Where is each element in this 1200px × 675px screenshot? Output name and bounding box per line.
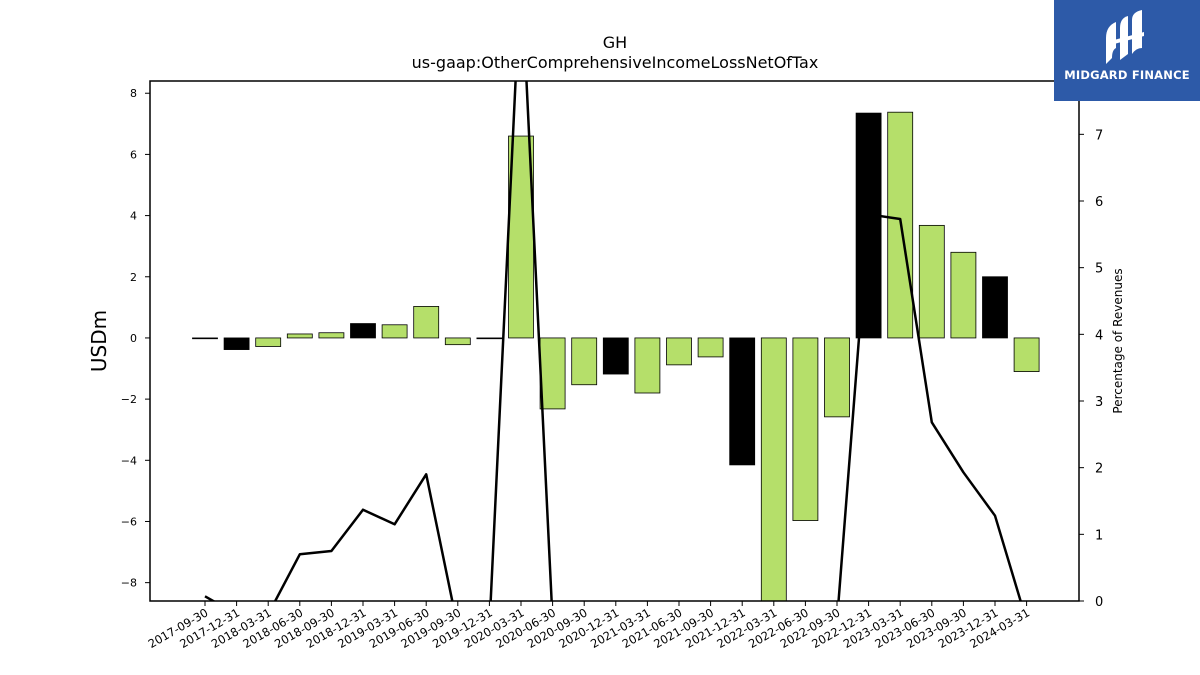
bar-2019-09-30	[444, 337, 471, 346]
y-tick-label: 2	[130, 271, 137, 284]
y-tick-label: 4	[130, 210, 137, 223]
y-tick-label: 8	[130, 87, 137, 100]
chart-subtitle: us-gaap:OtherComprehensiveIncomeLossNetO…	[412, 53, 819, 72]
midgard-finance-logo: MIDGARD FINANCE	[1054, 0, 1200, 101]
y2-tick-label: 2	[1095, 462, 1103, 477]
bar-2017-12-31	[223, 337, 250, 350]
bar-2023-12-31	[982, 276, 1008, 339]
line-group	[204, 81, 1022, 601]
y2-tick-label: 3	[1095, 395, 1103, 410]
bar-2020-03-31	[508, 135, 534, 339]
bar-2023-09-30	[950, 251, 977, 339]
bar-2021-03-31	[634, 337, 661, 394]
y-tick-label: −8	[121, 577, 137, 590]
y-tick-label: 0	[130, 332, 137, 345]
bar-2018-03-31	[255, 337, 282, 347]
bar-2022-09-30	[824, 337, 850, 418]
y2-tick-label: 1	[1095, 528, 1103, 543]
bar-2024-03-31	[1013, 337, 1040, 372]
y2-axis: 0 1 2 3 4 5 6 7	[1079, 128, 1103, 610]
y-tick-label: 6	[130, 148, 137, 161]
bar-2019-06-30	[413, 306, 440, 339]
y2-tick-label: 7	[1095, 128, 1103, 143]
bars-group	[192, 111, 1040, 601]
bar-2019-03-31	[381, 324, 408, 339]
x-axis: 2017-09-302017-12-312018-03-312018-06-30…	[146, 601, 1032, 651]
line-series	[204, 81, 1022, 601]
midgard-logo-icon	[1106, 10, 1144, 64]
bar-2021-09-30	[697, 337, 724, 358]
bar-2021-12-31	[729, 337, 756, 466]
plot-frame	[149, 80, 1080, 602]
bar-2018-12-31	[350, 323, 376, 339]
y-tick-label: −4	[121, 454, 137, 467]
y-axis: −8 −6 −4 −2 0 2 4 6 8	[121, 87, 150, 590]
bar-2021-06-30	[666, 337, 692, 366]
bar-2020-06-30	[539, 337, 566, 410]
y-tick-label: −6	[121, 515, 137, 528]
y-tick-label: −2	[121, 393, 137, 406]
y2-tick-label: 6	[1095, 195, 1103, 210]
y2-tick-label: 0	[1095, 595, 1103, 610]
bar-2022-03-31	[760, 337, 787, 601]
chart-title: GH	[603, 33, 627, 52]
y-axis-label: USDm	[87, 310, 111, 372]
bar-2019-12-31	[476, 337, 503, 340]
bar-2022-06-30	[792, 337, 819, 521]
bar-2018-06-30	[286, 333, 313, 339]
y2-tick-label: 5	[1095, 262, 1103, 277]
y2-tick-label: 4	[1095, 328, 1103, 343]
bar-2020-09-30	[571, 337, 598, 386]
logo-text: MIDGARD FINANCE	[1064, 68, 1190, 82]
bar-2018-09-30	[318, 332, 345, 339]
bar-2020-12-31	[602, 337, 629, 375]
y2-axis-label: Percentage of Revenues	[1111, 268, 1125, 413]
bar-2023-06-30	[918, 224, 945, 339]
bar-2017-09-30	[192, 337, 218, 340]
